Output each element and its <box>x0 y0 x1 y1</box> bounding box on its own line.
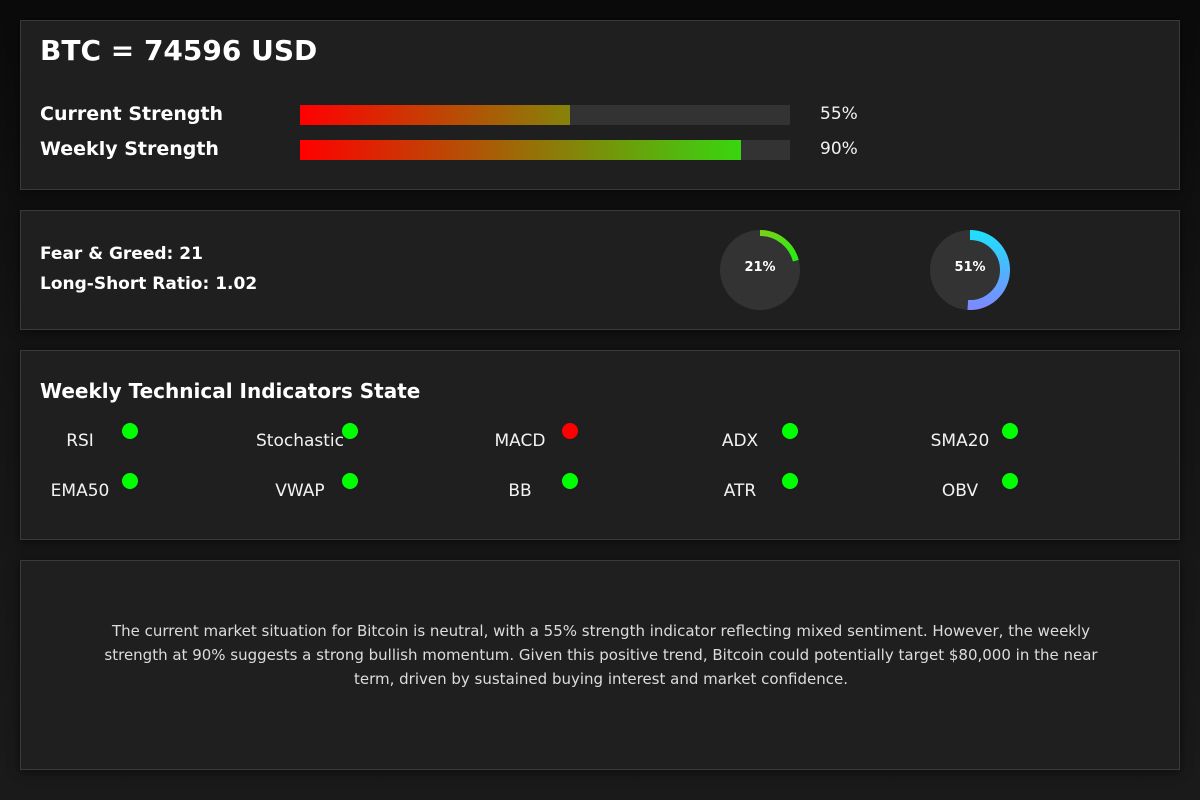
indicator-name: EMA50 <box>50 481 110 501</box>
indicator-status-dot <box>782 423 798 439</box>
indicator-status-dot <box>122 473 138 489</box>
indicator-name: MACD <box>494 431 546 451</box>
fear-greed-gauge: 21% <box>720 230 800 310</box>
long-short-gauge-arc <box>967 230 1010 310</box>
long-short-gauge-graphic <box>930 230 1010 310</box>
fear-greed-gauge-label: 21% <box>744 260 776 275</box>
market-summary-text: The current market situation for Bitcoin… <box>104 622 1098 688</box>
weekly-strength-bar-fill <box>300 140 741 160</box>
indicator-vwap: VWAP <box>240 473 440 510</box>
indicator-status-dot <box>782 473 798 489</box>
indicator-sma20: SMA20 <box>900 423 1100 460</box>
indicator-macd: MACD <box>460 423 660 460</box>
price-panel: BTC = 74596 USD Current Strength 55% Wee… <box>20 20 1180 190</box>
current-strength-value: 55% <box>820 104 858 124</box>
indicator-name: VWAP <box>275 481 325 501</box>
indicator-name: Stochastic <box>256 431 344 451</box>
current-strength-row: Current Strength 55% <box>21 103 1179 126</box>
fear-greed-gauge-graphic <box>720 230 800 310</box>
indicator-ema50: EMA50 <box>20 473 220 510</box>
current-strength-bar <box>300 105 790 125</box>
indicator-name: RSI <box>66 431 94 451</box>
indicator-status-dot <box>562 423 578 439</box>
indicator-name: ATR <box>723 481 757 501</box>
sentiment-panel: Fear & Greed: 21 Long-Short Ratio: 1.02 … <box>20 210 1180 330</box>
indicator-status-dot <box>122 423 138 439</box>
weekly-strength-row: Weekly Strength 90% <box>21 138 1179 161</box>
indicator-status-dot <box>1002 423 1018 439</box>
fear-greed-text: Fear & Greed: 21 <box>40 244 203 264</box>
weekly-strength-value: 90% <box>820 139 858 159</box>
weekly-strength-label: Weekly Strength <box>40 138 219 160</box>
indicator-name: OBV <box>941 481 979 501</box>
indicator-status-dot <box>562 473 578 489</box>
indicator-obv: OBV <box>900 473 1100 510</box>
price-title: BTC = 74596 USD <box>40 34 318 67</box>
indicator-stochastic: Stochastic <box>240 423 440 460</box>
long-short-ratio-text: Long-Short Ratio: 1.02 <box>40 274 258 294</box>
indicator-name: SMA20 <box>930 431 990 451</box>
indicator-adx: ADX <box>680 423 880 460</box>
weekly-strength-bar <box>300 140 790 160</box>
fear-greed-gauge-arc <box>759 230 799 262</box>
indicator-status-dot <box>1002 473 1018 489</box>
long-short-gauge: 51% <box>930 230 1010 310</box>
indicator-name: BB <box>508 481 532 501</box>
current-strength-label: Current Strength <box>40 103 224 125</box>
long-short-gauge-label: 51% <box>954 260 986 275</box>
indicator-rsi: RSI <box>20 423 220 460</box>
indicators-title: Weekly Technical Indicators State <box>40 379 421 403</box>
indicator-status-dot <box>342 423 358 439</box>
long-short-gauge-track <box>930 230 1010 310</box>
indicator-status-dot <box>342 473 358 489</box>
indicators-panel: Weekly Technical Indicators State RSI St… <box>20 350 1180 540</box>
indicator-name: ADX <box>721 431 759 451</box>
current-strength-bar-fill <box>300 105 570 125</box>
fear-greed-gauge-track <box>720 230 800 310</box>
indicator-bb: BB <box>460 473 660 510</box>
indicator-atr: ATR <box>680 473 880 510</box>
summary-panel: The current market situation for Bitcoin… <box>20 560 1180 770</box>
